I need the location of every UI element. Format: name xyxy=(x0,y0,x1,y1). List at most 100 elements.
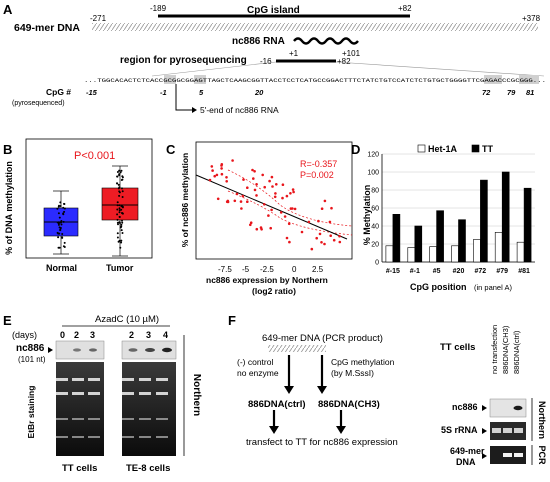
tumor-point xyxy=(119,171,122,174)
normal-point xyxy=(63,210,66,213)
days-label: (days) xyxy=(12,330,37,340)
gel-band xyxy=(72,436,84,438)
gel-band xyxy=(72,378,84,381)
band-te8-4 xyxy=(162,347,172,353)
tumor-point xyxy=(118,207,121,210)
end-label: 5'-end of nc886 RNA xyxy=(200,105,279,115)
c-point xyxy=(291,207,294,210)
d-bar-het-1a xyxy=(516,241,525,263)
c-points xyxy=(208,159,342,251)
normal-point xyxy=(58,216,61,219)
f-band-pcr xyxy=(514,453,523,457)
tumor-point xyxy=(120,169,123,172)
c-point xyxy=(281,183,285,186)
d-legend: Het-1A TT xyxy=(417,144,493,154)
zoom-line-left xyxy=(151,61,277,77)
f-ctrl: 886DNA(ctrl) xyxy=(248,399,306,410)
d-bar-het-1a xyxy=(473,239,481,263)
tumor-point xyxy=(118,173,121,176)
cpg-highlights xyxy=(164,75,539,84)
tumor-point xyxy=(121,190,124,193)
d-xtick: #5 xyxy=(433,268,441,275)
c-point xyxy=(310,247,314,251)
tumor-point xyxy=(116,221,119,224)
tumor-point xyxy=(120,241,123,244)
normal-point xyxy=(63,207,66,210)
gel-tt-etbr xyxy=(56,362,104,456)
panel-d: D % Methylation Het-1A TT 0 20 40 60 80 100 120… xyxy=(351,142,535,292)
tumor-point xyxy=(120,223,123,226)
c-point xyxy=(323,242,326,246)
azadc-label: AzadC (10 µM) xyxy=(95,314,159,325)
tumor-point xyxy=(118,211,121,214)
panel-f-label: F xyxy=(228,313,236,328)
c-point xyxy=(318,232,322,236)
gel-band xyxy=(139,378,151,381)
panel-d-label: D xyxy=(351,142,360,157)
f-row3a: 649-mer xyxy=(450,446,485,456)
cpg-row-sub: (pyrosequenced) xyxy=(12,100,65,107)
b-xcat-normal: Normal xyxy=(46,263,77,273)
d-bar-het-1a xyxy=(407,247,416,263)
c-xtick: -5 xyxy=(242,265,250,274)
c-point xyxy=(246,200,249,203)
c-point xyxy=(330,206,333,210)
tumor-point xyxy=(121,221,124,224)
band-tt-3 xyxy=(89,348,97,352)
gel-band xyxy=(72,392,84,395)
sequence: ...TGGCACACTCTCACCGCGGCGGAGTTAGCTCAAGCGG… xyxy=(84,78,546,84)
d-bar-het-1a xyxy=(429,246,437,263)
d-bar-tt xyxy=(392,214,401,263)
gel-band xyxy=(139,436,151,438)
cpg-end: +82 xyxy=(398,4,412,13)
panel-c: C % of nc886 methylation R=-0.357 P=0.00… xyxy=(166,141,353,296)
d-ytick: 60 xyxy=(371,206,379,213)
normal-point xyxy=(58,246,61,249)
c-point xyxy=(241,194,245,198)
f-bottom: transfect to TT for nc886 expression xyxy=(246,437,398,448)
tumor-points xyxy=(116,169,124,249)
tumor-point xyxy=(121,187,123,190)
tumor-point xyxy=(117,187,120,190)
c-point xyxy=(320,207,324,210)
panel-a-label: A xyxy=(3,2,13,17)
tumor-point xyxy=(120,239,123,242)
c-point xyxy=(225,180,228,183)
f-cells: TT cells xyxy=(440,342,475,353)
c-point xyxy=(251,168,254,172)
tumor-point xyxy=(116,213,119,216)
band-arrow xyxy=(48,347,53,353)
c-point xyxy=(263,185,267,189)
c-xlabel-1: nc886 expression by Northern xyxy=(206,275,328,285)
normal-point xyxy=(61,236,64,239)
e-side-label: Northern xyxy=(191,374,202,416)
normal-point xyxy=(57,212,60,215)
normal-point xyxy=(63,203,66,205)
tumor-point xyxy=(116,175,119,178)
rna-wave xyxy=(293,37,359,45)
f-side2: PCR xyxy=(537,445,547,465)
c-point xyxy=(246,186,249,189)
c-point xyxy=(242,178,245,181)
normal-point xyxy=(58,232,61,235)
c-point xyxy=(210,165,214,168)
f-product: 649-mer DNA (PCR product) xyxy=(262,333,383,344)
tumor-point xyxy=(118,239,121,242)
band-tt-2 xyxy=(73,348,81,352)
pyro-end: +82 xyxy=(337,57,351,66)
cpg-num: -15 xyxy=(86,88,98,97)
f-row1: nc886 xyxy=(452,402,478,412)
c-r: R=-0.357 xyxy=(300,159,337,169)
tumor-point xyxy=(121,219,123,222)
normal-point xyxy=(63,241,66,244)
b-pvalue: P<0.001 xyxy=(74,150,115,162)
d-xlabel-sub: (in panel A) xyxy=(474,283,512,292)
c-point xyxy=(332,238,336,242)
normal-point xyxy=(57,205,60,208)
gel-band xyxy=(122,418,134,420)
d-xlabel: CpG position xyxy=(410,282,467,292)
cpg-num: 81 xyxy=(526,88,534,97)
normal-point xyxy=(58,226,61,229)
c-point xyxy=(285,236,289,240)
c-point xyxy=(323,199,327,203)
